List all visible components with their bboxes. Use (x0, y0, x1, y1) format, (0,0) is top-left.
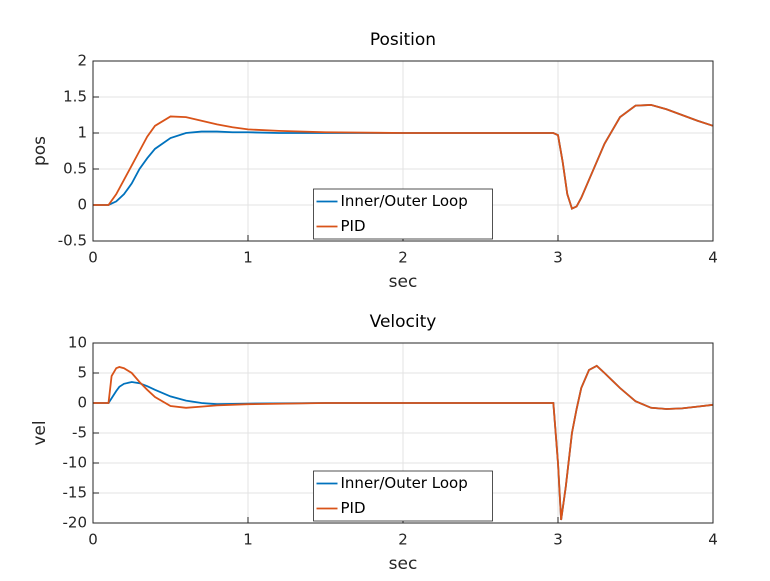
y-axis-label: pos (30, 136, 50, 166)
legend-box (313, 188, 493, 240)
axes-box (92, 60, 714, 242)
chart-title: Velocity (370, 312, 437, 332)
x-tick-label: 2 (398, 249, 408, 267)
y-axis-label: vel (30, 420, 50, 445)
x-tick-label: 0 (88, 531, 98, 549)
chart-title: Position (370, 30, 436, 50)
y-tick-label: 0 (77, 196, 87, 214)
y-tick-label: 1.5 (63, 88, 87, 106)
legend-label: Inner/Outer Loop (341, 192, 468, 210)
x-tick-label: 0 (88, 249, 98, 267)
y-tick-label: -20 (63, 514, 88, 532)
y-tick-label: 5 (77, 364, 87, 382)
x-tick-label: 1 (243, 249, 253, 267)
legend-label: PID (341, 217, 366, 235)
data-line (93, 104, 714, 210)
x-tick-label: 1 (243, 531, 253, 549)
x-axis-label: sec (389, 554, 418, 574)
x-tick-label: 3 (553, 249, 563, 267)
y-tick-label: -0.5 (58, 232, 87, 250)
y-tick-label: 10 (68, 334, 87, 352)
y-tick-label: -5 (72, 424, 87, 442)
y-tick-label: 0.5 (63, 160, 87, 178)
axes: 0 1 2 3 4 -20 -15 -10 -5 0 5 10 Velocity sec vel Inner/… (30, 312, 718, 574)
y-tick-label: -15 (63, 484, 88, 502)
y-tick-label: 0 (77, 394, 87, 412)
legend-label: PID (341, 499, 366, 517)
x-tick-label: 4 (708, 249, 718, 267)
x-axis-label: sec (389, 272, 418, 292)
legend-box (313, 470, 493, 522)
x-tick-label: 4 (708, 531, 718, 549)
legend: Inner/Outer Loop PID (313, 470, 493, 522)
axes: 0 1 2 3 4-0.500.511.52PositionsecposInner/Ou… (30, 30, 718, 292)
axes-box (92, 342, 714, 524)
y-tick-label: -10 (63, 454, 88, 472)
legend: Inner/Outer Loop PID (313, 188, 493, 240)
data-line (93, 364, 714, 521)
y-tick-label: 1 (77, 124, 87, 142)
x-tick-label: 3 (553, 531, 563, 549)
x-tick-label: 2 (398, 531, 408, 549)
legend-label: Inner/Outer Loop (341, 474, 468, 492)
y-tick-label: 2 (77, 52, 87, 70)
